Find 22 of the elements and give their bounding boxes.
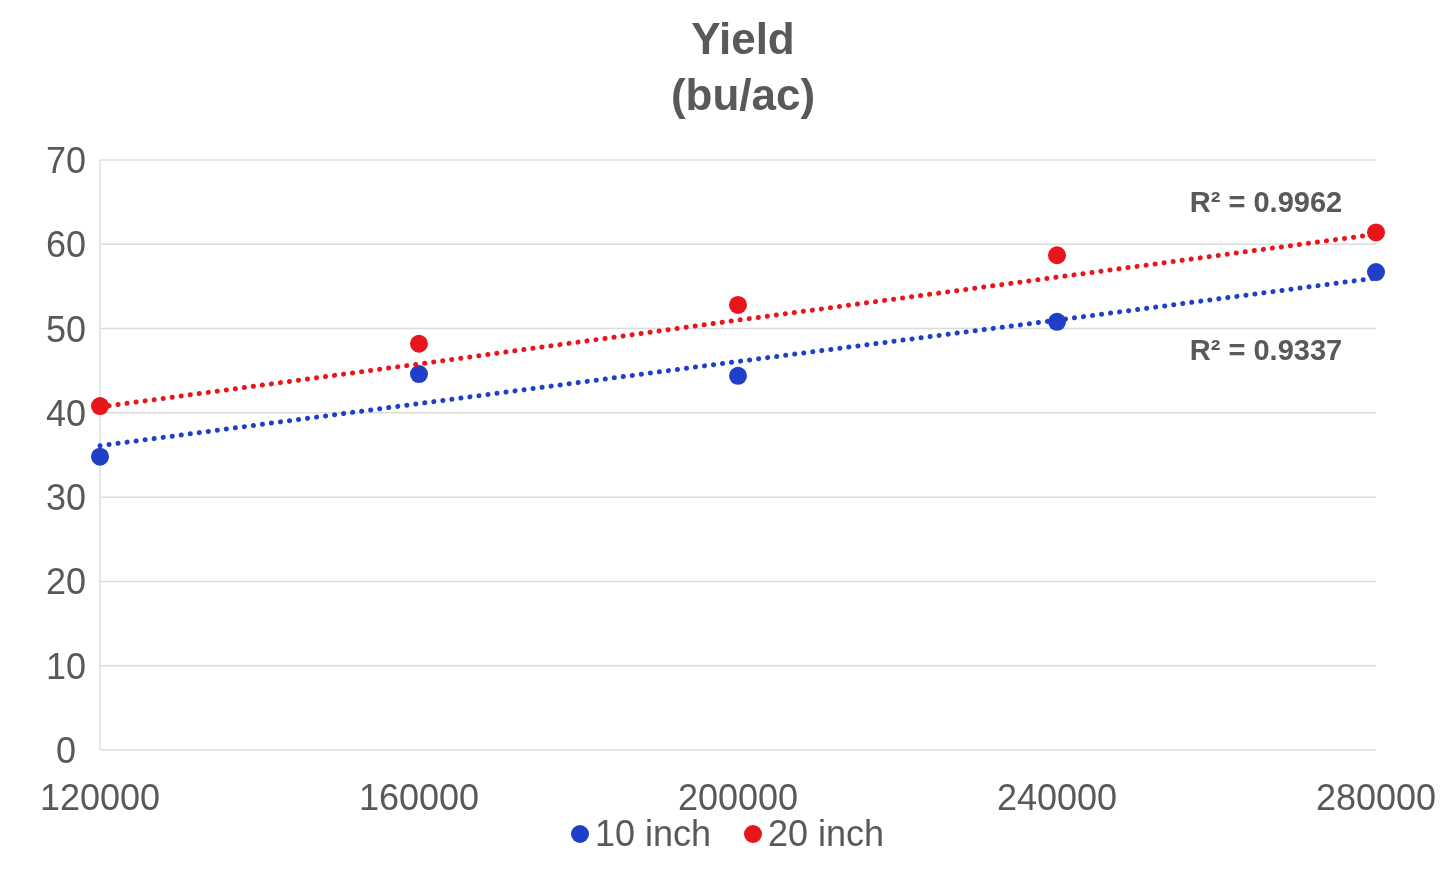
- x-tick-label: 240000: [996, 777, 1118, 818]
- point: [1367, 263, 1385, 282]
- point: [410, 334, 428, 353]
- y-tick-label: 50: [45, 308, 87, 350]
- y-tick-label: 10: [45, 645, 87, 687]
- y-tick-label: 0: [55, 730, 77, 771]
- y-tick-label: 30: [45, 477, 87, 519]
- point: [1048, 246, 1066, 265]
- annotation: R² = 0.9337: [1189, 334, 1343, 366]
- chart-title: Yield (bu/ac): [670, 14, 816, 119]
- annotation: R² = 0.9962: [1189, 186, 1343, 218]
- y-tick-label: 60: [45, 224, 87, 266]
- point: [91, 447, 109, 466]
- point: [729, 366, 747, 385]
- point: [729, 295, 747, 314]
- y-tick-label: 40: [45, 392, 87, 434]
- y-tick-label: 70: [45, 140, 87, 181]
- y-tick-label: 20: [45, 561, 87, 603]
- x-tick-label: 160000: [358, 777, 480, 818]
- x-tick-label: 280000: [1315, 777, 1437, 818]
- point: [410, 365, 428, 384]
- x-tick-label: 120000: [39, 777, 161, 818]
